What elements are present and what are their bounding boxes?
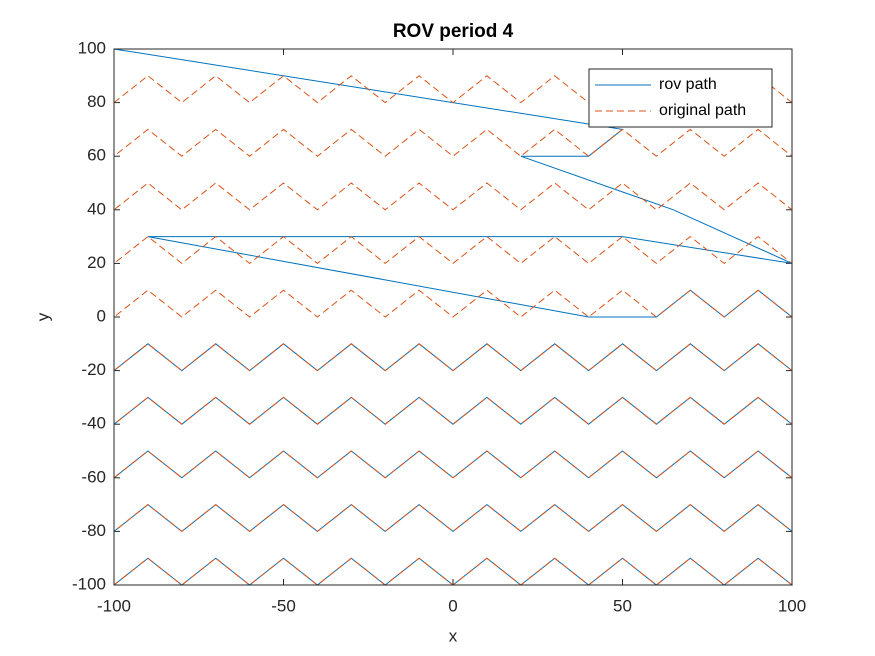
y-tick-label: 60 [87, 146, 106, 165]
y-tick-label: -80 [81, 521, 106, 540]
y-tick-label: 100 [78, 38, 106, 57]
x-tick-label: -50 [271, 596, 296, 615]
y-tick-label: 40 [87, 199, 106, 218]
plot-frame [113, 48, 793, 586]
x-tick-label: 0 [448, 596, 457, 615]
x-tick-label: -100 [97, 596, 131, 615]
y-tick-label: 0 [97, 306, 106, 325]
legend-label: original path [659, 102, 746, 119]
y-tick-label: -40 [81, 414, 106, 433]
legend-label: rov path [659, 76, 717, 93]
y-tick-label: -100 [72, 574, 106, 593]
chart-title: ROV period 4 [393, 21, 514, 42]
x-tick-label: 50 [613, 596, 632, 615]
x-tick-label: 100 [778, 596, 806, 615]
x-axis-label: x [449, 626, 458, 645]
legend: rov path original path [588, 68, 773, 128]
y-tick-label: 20 [87, 253, 106, 272]
y-axis-label: y [33, 312, 52, 321]
y-tick-label: -60 [81, 467, 106, 486]
legend-box [588, 68, 773, 128]
y-tick-label: 80 [87, 92, 106, 111]
y-tick-label: -20 [81, 360, 106, 379]
